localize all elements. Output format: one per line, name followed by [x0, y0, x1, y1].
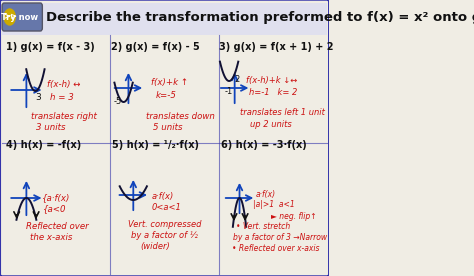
Text: 5) h(x) = ¹/₂·f(x): 5) h(x) = ¹/₂·f(x)	[112, 140, 200, 150]
FancyBboxPatch shape	[2, 3, 42, 31]
Text: 2: 2	[234, 75, 239, 84]
Text: f(x-h) ↔: f(x-h) ↔	[47, 80, 81, 89]
Text: k=-5: k=-5	[155, 91, 176, 100]
Text: Vert. compressed: Vert. compressed	[128, 220, 202, 229]
Text: -5: -5	[113, 97, 121, 105]
Text: -1: -1	[224, 86, 232, 95]
Text: • Vert. stretch: • Vert. stretch	[236, 222, 290, 231]
Text: by a factor of ½: by a factor of ½	[130, 231, 197, 240]
Text: 1) g(x) = f(x - 3): 1) g(x) = f(x - 3)	[6, 42, 94, 52]
Text: 0<a<1: 0<a<1	[151, 203, 181, 212]
Text: f(x)+k ↑: f(x)+k ↑	[151, 78, 189, 87]
Text: Reflected over: Reflected over	[27, 222, 89, 231]
Circle shape	[4, 9, 15, 25]
Text: Describe the transformation preformed to f(x) = x² onto g(x).: Describe the transformation preformed to…	[46, 10, 474, 23]
Text: >>: >>	[3, 12, 17, 22]
Text: 3 units: 3 units	[36, 123, 65, 132]
Text: h = 3: h = 3	[50, 93, 74, 102]
Text: a·f(x): a·f(x)	[151, 192, 173, 201]
Text: 5 units: 5 units	[153, 123, 182, 132]
Text: {a·f(x): {a·f(x)	[42, 193, 70, 202]
Text: 2) g(x) = f(x) - 5: 2) g(x) = f(x) - 5	[111, 42, 200, 52]
Text: Try now: Try now	[1, 12, 38, 22]
FancyBboxPatch shape	[0, 0, 330, 276]
Text: a·f(x): a·f(x)	[255, 190, 275, 199]
Text: translates left 1 unit: translates left 1 unit	[239, 108, 324, 117]
Text: h=-1   k= 2: h=-1 k= 2	[248, 88, 297, 97]
Text: • Reflected over x-axis: • Reflected over x-axis	[232, 244, 319, 253]
Text: 6) h(x) = -3·f(x): 6) h(x) = -3·f(x)	[221, 140, 307, 150]
Text: {a<0: {a<0	[43, 204, 66, 213]
Text: f(x-h)+k ↓↔: f(x-h)+k ↓↔	[246, 76, 298, 85]
Text: the x-axis: the x-axis	[30, 233, 72, 242]
Text: 3) g(x) = f(x + 1) + 2: 3) g(x) = f(x + 1) + 2	[219, 42, 334, 52]
Text: up 2 units: up 2 units	[250, 120, 292, 129]
Text: (wider): (wider)	[140, 242, 170, 251]
Text: ► neg. flip↑: ► neg. flip↑	[271, 212, 316, 221]
Text: translates right: translates right	[31, 112, 97, 121]
Text: translates down: translates down	[146, 112, 215, 121]
Text: 4) h(x) = -f(x): 4) h(x) = -f(x)	[6, 140, 81, 150]
Text: 3: 3	[36, 92, 41, 102]
Bar	[2, 3, 327, 35]
Text: by a factor of 3 →Narrow: by a factor of 3 →Narrow	[233, 233, 328, 242]
Text: |a|>1  a<1: |a|>1 a<1	[254, 200, 295, 209]
